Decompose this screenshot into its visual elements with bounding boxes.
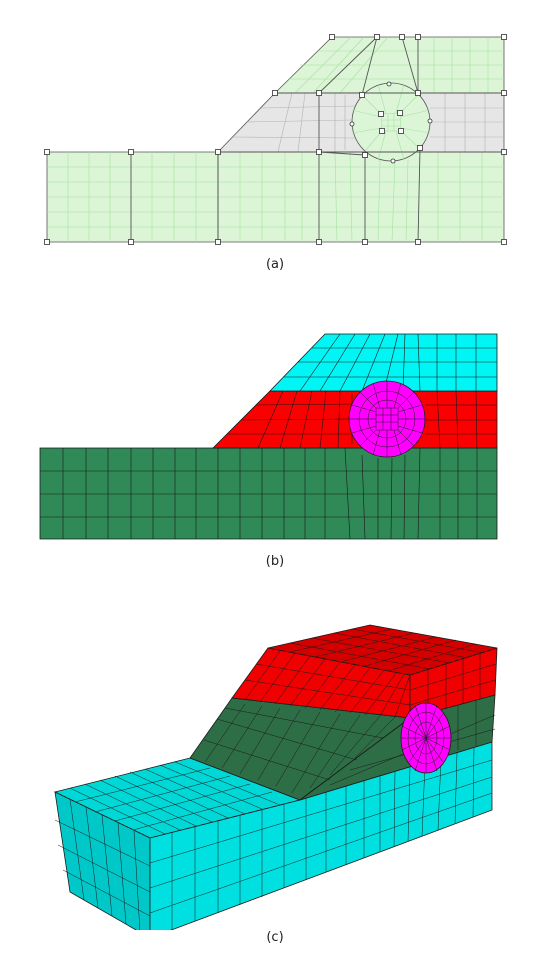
- block-edges: [130, 36, 504, 243]
- circular-inclusion: [348, 380, 426, 458]
- block-mesh-diagram: [44, 34, 507, 245]
- panel-a: (a): [0, 0, 550, 272]
- inclusion-3d: [400, 702, 452, 774]
- block-vertices: [44, 34, 507, 245]
- panel-c-caption: (c): [266, 930, 284, 945]
- panel-c: (c): [0, 620, 550, 960]
- top-face: [267, 624, 498, 676]
- mesh-lines-b: [40, 333, 497, 540]
- colored-mesh-2d: [39, 333, 498, 540]
- circle-grid: [351, 83, 431, 161]
- block-fills: [46, 36, 505, 243]
- panel-b-caption: (b): [265, 554, 285, 569]
- mesh-3d: [53, 624, 498, 930]
- bottom-layer: [39, 447, 498, 540]
- low-block-left-face: [54, 791, 151, 930]
- panel-b: (b): [0, 320, 550, 575]
- fine-grid: [47, 36, 504, 243]
- gray-band-grid: [232, 92, 504, 153]
- panel-a-caption: (a): [265, 257, 285, 272]
